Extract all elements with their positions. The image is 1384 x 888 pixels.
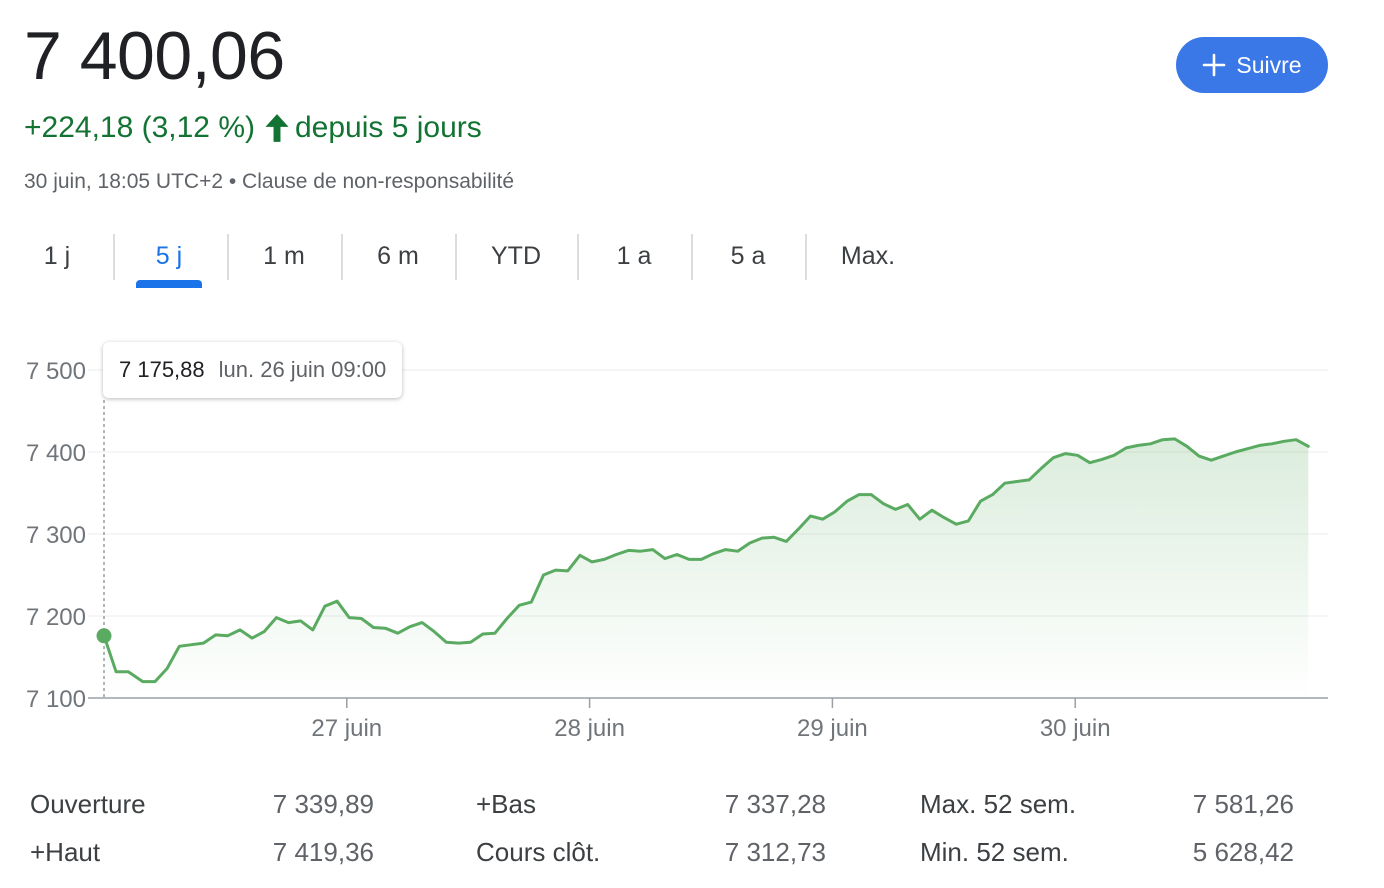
tab-divider xyxy=(113,234,115,280)
tab-5-days[interactable]: 5 j xyxy=(155,242,183,270)
stat-value-prev-close: 7 312,73 xyxy=(724,837,826,867)
highlight-point xyxy=(96,628,112,644)
tab-1-month[interactable]: 1 m xyxy=(263,242,305,270)
stat-value-high: 7 419,36 xyxy=(272,837,374,867)
price-area-fill xyxy=(104,438,1309,698)
tab-divider xyxy=(691,234,693,280)
tab-1-year[interactable]: 1 a xyxy=(616,242,652,270)
stat-value-52w-low: 5 628,42 xyxy=(1192,837,1294,867)
tab-divider xyxy=(577,234,579,280)
time-range-tabs: 1 j 5 j 1 m 6 m YTD 1 a 5 a Max. xyxy=(0,230,1384,290)
timestamp-disclaimer: 30 juin, 18:05 UTC+2 • Clause de non-res… xyxy=(24,170,515,193)
plus-icon xyxy=(1203,53,1226,77)
stat-label-open: Ouverture xyxy=(30,789,146,819)
tab-divider xyxy=(455,234,457,280)
stat-label-52w-low: Min. 52 sem. xyxy=(920,837,1069,867)
x-tick-label: 30 juin xyxy=(1040,715,1111,742)
tab-ytd[interactable]: YTD xyxy=(491,242,541,270)
tab-divider xyxy=(341,234,343,280)
stat-label-high: +Haut xyxy=(30,837,101,867)
price-change-period: depuis 5 jours xyxy=(295,111,482,144)
y-tick-label: 7 500 xyxy=(26,358,86,385)
tab-divider xyxy=(805,234,807,280)
x-tick-label: 29 juin xyxy=(797,715,868,742)
x-tick-label: 28 juin xyxy=(554,715,625,742)
tab-6-months[interactable]: 6 m xyxy=(377,242,419,270)
chart-tooltip: 7 175,88 lun. 26 juin 09:00 xyxy=(103,342,403,398)
stat-label-52w-high: Max. 52 sem. xyxy=(920,789,1077,819)
y-tick-label: 7 400 xyxy=(26,440,86,467)
stat-value-low: 7 337,28 xyxy=(724,789,826,819)
tab-1-day[interactable]: 1 j xyxy=(43,242,71,270)
y-tick-label: 7 100 xyxy=(26,686,86,713)
y-tick-label: 7 200 xyxy=(26,604,86,631)
price-chart[interactable]: 7 100 7 200 7 300 7 400 7 500 27 juin 28 juin 2… xyxy=(0,330,1384,760)
tooltip-date: lun. 26 juin 09:00 xyxy=(218,357,387,382)
x-tick-label: 27 juin xyxy=(311,715,382,742)
price-line xyxy=(102,437,1310,684)
current-price: 7 400,06 xyxy=(24,18,285,94)
price-change: +224,18 (3,12 %) depuis 5 jours xyxy=(24,108,482,148)
stat-label-prev-close: Cours clôt. xyxy=(476,837,601,867)
price-change-value: +224,18 (3,12 %) xyxy=(24,111,255,144)
follow-button[interactable]: Suivre xyxy=(1176,37,1328,93)
tab-max[interactable]: Max. xyxy=(840,242,896,270)
follow-button-label: Suivre xyxy=(1236,51,1302,78)
active-tab-indicator xyxy=(136,280,202,288)
stat-label-low: +Bas xyxy=(476,789,536,819)
tab-5-years[interactable]: 5 a xyxy=(730,242,766,270)
stat-value-open: 7 339,89 xyxy=(272,789,374,819)
arrow-up-icon xyxy=(265,114,289,142)
tooltip-value: 7 175,88 xyxy=(119,357,205,382)
tab-divider xyxy=(227,234,229,280)
stat-value-52w-high: 7 581,26 xyxy=(1192,789,1294,819)
y-tick-label: 7 300 xyxy=(26,522,86,549)
